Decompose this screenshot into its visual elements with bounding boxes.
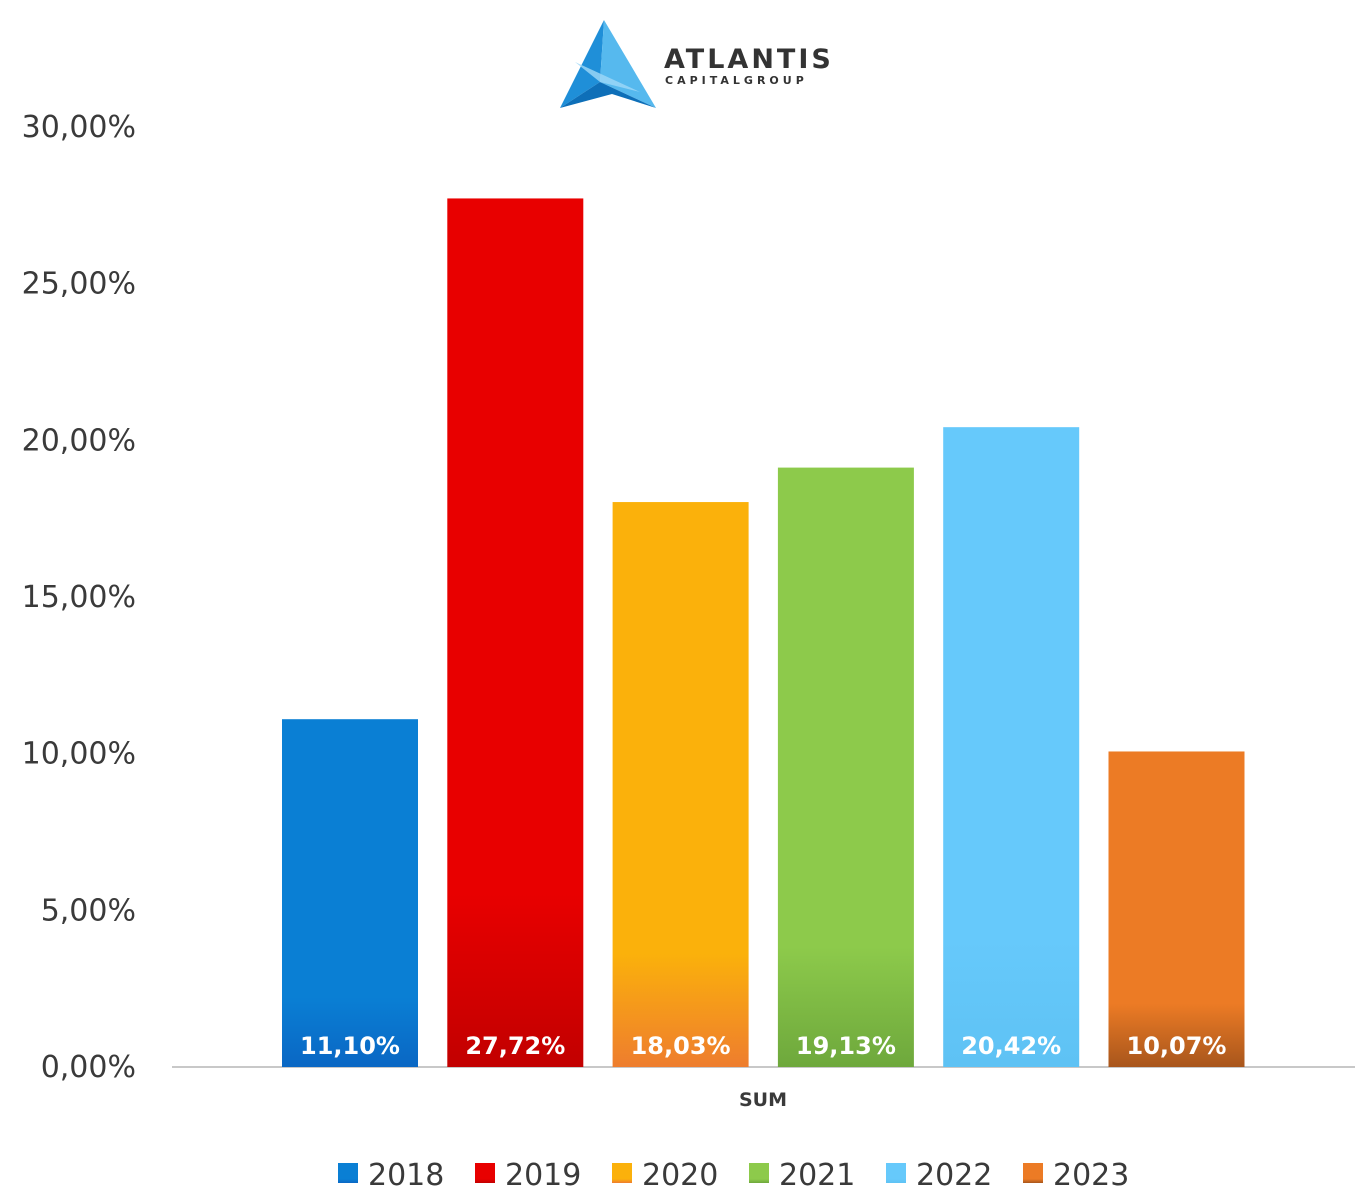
y-tick-label: 5,00% (41, 893, 136, 928)
y-tick-label: 30,00% (22, 110, 136, 145)
bar-2022 (943, 427, 1080, 1067)
data-labels: 11,10% 27,72% 18,03% 19,13% 20,42% 10,07% (300, 1032, 1226, 1060)
logo-tagline: CAPITALGROUP (665, 74, 808, 87)
legend-label-2018: 2018 (368, 1158, 444, 1193)
data-label-2018: 11,10% (300, 1032, 400, 1060)
legend-swatch-2019 (475, 1163, 495, 1183)
atlantis-logo: ATLANTIS CAPITALGROUP (560, 20, 834, 108)
legend-label-2022: 2022 (916, 1158, 992, 1193)
bar-2020 (612, 502, 749, 1067)
data-label-2019: 27,72% (465, 1032, 565, 1060)
bar-2019 (447, 198, 584, 1067)
y-tick-label: 10,00% (22, 737, 136, 772)
logo-name: ATLANTIS (664, 44, 834, 75)
legend: 2018 2019 2020 2021 2022 2023 (338, 1158, 1129, 1193)
legend-swatch-2021 (749, 1163, 769, 1183)
y-tick-label: 20,00% (22, 423, 136, 458)
data-label-2021: 19,13% (796, 1032, 896, 1060)
legend-swatch-2023 (1023, 1163, 1043, 1183)
y-tick-label: 25,00% (22, 267, 136, 302)
legend-label-2021: 2021 (779, 1158, 855, 1193)
data-label-2020: 18,03% (631, 1032, 731, 1060)
legend-swatch-2020 (612, 1163, 632, 1183)
bar-2018 (282, 719, 418, 1067)
data-label-2023: 10,07% (1127, 1032, 1227, 1060)
legend-label-2019: 2019 (505, 1158, 581, 1193)
data-label-2022: 20,42% (961, 1032, 1061, 1060)
y-tick-label: 0,00% (41, 1050, 136, 1085)
bar-series (282, 198, 1245, 1067)
category-label: SUM (739, 1089, 787, 1111)
legend-label-2020: 2020 (642, 1158, 718, 1193)
legend-swatch-2018 (338, 1163, 358, 1183)
legend-swatch-2022 (886, 1163, 906, 1183)
y-axis: 0,00% 5,00% 10,00% 15,00% 20,00% 25,00% 30,00% (22, 110, 136, 1085)
legend-label-2023: 2023 (1053, 1158, 1129, 1193)
bar-2023 (1108, 751, 1245, 1067)
bar-2021 (777, 467, 914, 1067)
y-tick-label: 15,00% (22, 580, 136, 615)
logo-mark-icon (560, 20, 656, 108)
